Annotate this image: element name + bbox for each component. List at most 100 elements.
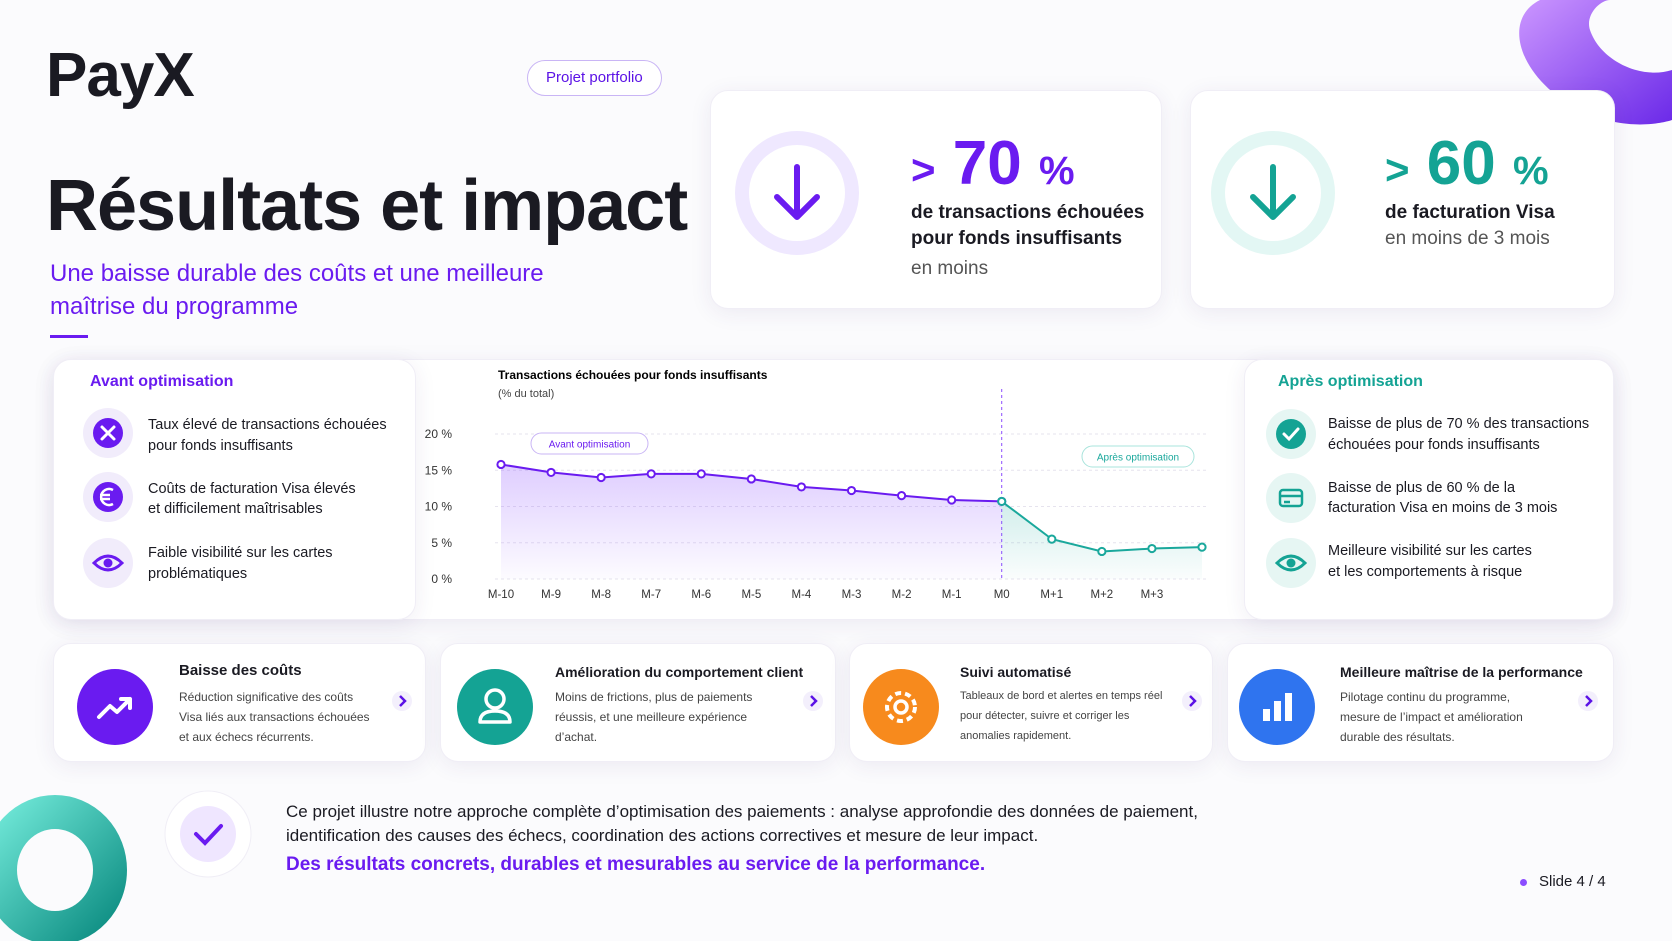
list-text: Baisse de plus de 60 % de la (1328, 480, 1516, 496)
list-text: échouées pour fonds insuffisants (1328, 437, 1540, 453)
shape (1182, 691, 1202, 711)
x-tick-label: M-1 (942, 589, 962, 601)
y-tick-label: 5 % (431, 536, 452, 550)
card-text: et aux échecs récurrents. (179, 730, 314, 744)
shape (1282, 427, 1300, 442)
legend-pill (1081, 445, 1195, 468)
point (796, 482, 807, 492)
stat-unit: % (1512, 149, 1549, 193)
x-tick-label: M-3 (842, 589, 862, 601)
shape (803, 691, 823, 711)
y-tick-label: 0 % (431, 572, 452, 586)
list-text: problématiques (148, 566, 248, 582)
chart: Transactions échouées pour fonds insuffi… (425, 368, 1208, 601)
point (496, 459, 506, 470)
point (596, 472, 606, 483)
shape (1285, 693, 1292, 721)
shape (392, 691, 412, 711)
stat-prefix: > (911, 146, 936, 193)
chevron[interactable] (1578, 691, 1598, 711)
list-text: Baisse de plus de 70 % des transactions (1328, 416, 1590, 432)
card-text: Pilotage continu du programme, (1340, 690, 1511, 704)
shape (885, 691, 917, 723)
shape (863, 669, 939, 745)
shape (1189, 695, 1197, 707)
point (1097, 546, 1107, 557)
shape (399, 695, 407, 707)
footer-text: Ce projet illustre notre approche complè… (286, 802, 1198, 821)
shape (1578, 691, 1598, 711)
stat-unit: % (1038, 149, 1075, 193)
icon (83, 472, 133, 522)
x-tick-label: M+2 (1091, 589, 1114, 601)
y-tick-label: 10 % (425, 500, 453, 514)
legend-label: Après optimisation (1097, 453, 1179, 464)
shape (1274, 554, 1308, 572)
card-title: Amélioration du comportement client (555, 664, 804, 680)
chart-subtitle: (% du total) (498, 388, 554, 400)
shape (1286, 558, 1296, 568)
shape (1250, 164, 1296, 220)
stat-number: 70 (952, 129, 1022, 198)
card-text: anomalies rapidement. (960, 730, 1072, 742)
icon (83, 408, 133, 458)
card-text: d’achat. (555, 730, 598, 744)
x-tick-label: M+3 (1141, 589, 1164, 601)
card-title: Baisse des coûts (179, 662, 302, 679)
shape (1278, 488, 1304, 508)
card-icon (77, 669, 153, 745)
chevron[interactable] (1182, 691, 1202, 711)
stat-note: en moins de 3 mois (1385, 228, 1550, 249)
card-icon (863, 669, 939, 745)
x-tick-label: M-9 (541, 589, 561, 601)
shape (484, 688, 506, 710)
x-tick-label: M0 (994, 589, 1010, 601)
point (997, 496, 1007, 507)
point (1147, 543, 1157, 554)
y-tick-label: 20 % (425, 427, 453, 441)
after-title: Après optimisation (1278, 373, 1423, 390)
card-text: pour détecter, suivre et corriger les (960, 710, 1130, 722)
card-text: Visa liés aux transactions échouées (179, 710, 370, 724)
card-icon (1239, 669, 1315, 745)
list-text: et difficilement maîtrisables (148, 501, 323, 517)
card-text: Réduction significative des coûts (179, 690, 354, 704)
shape (100, 425, 116, 441)
shape (103, 558, 113, 568)
shape (1263, 709, 1270, 721)
chevron[interactable] (803, 691, 823, 711)
shape (77, 669, 153, 745)
list-text: facturation Visa en moins de 3 mois (1328, 500, 1558, 516)
stat-icon (1211, 131, 1335, 255)
chart-title: Transactions échouées pour fonds insuffi… (498, 368, 768, 382)
stat-prefix: > (1385, 146, 1410, 193)
shape (810, 695, 818, 707)
shape (99, 487, 114, 507)
list-text: et les comportements à risque (1328, 564, 1523, 580)
icon (1266, 409, 1316, 459)
stat-note: en moins (911, 258, 989, 279)
x-tick-label: M-8 (591, 589, 611, 601)
stat-value: > 70 % (911, 128, 1075, 199)
area (1001, 501, 1202, 579)
point (746, 474, 756, 484)
shape (893, 699, 909, 715)
chevron[interactable] (392, 691, 412, 711)
x-tick-label: M+1 (1040, 589, 1063, 601)
point (947, 495, 957, 505)
icon (83, 538, 133, 588)
list-text: Meilleure visibilité sur les cartes (1328, 543, 1532, 559)
stat-card (710, 90, 1162, 309)
point (546, 467, 556, 478)
y-tick-label: 15 % (425, 463, 453, 477)
point (696, 469, 706, 479)
shape (1276, 419, 1306, 449)
stat-number: 60 (1426, 129, 1496, 198)
stat-text: de facturation Visa (1385, 202, 1555, 223)
x-tick-label: M-5 (741, 589, 761, 601)
point (846, 485, 857, 496)
badge: Projet portfolio (527, 60, 662, 96)
point (646, 469, 656, 479)
x-tick-label: M-2 (892, 589, 912, 601)
